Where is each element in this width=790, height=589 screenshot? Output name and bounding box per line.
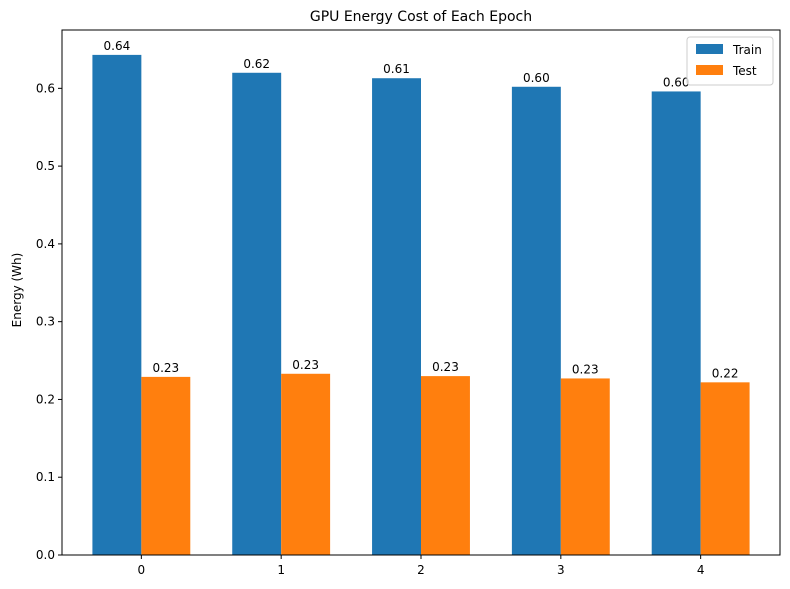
data-label-train-0: 0.64 (104, 39, 131, 53)
y-tick-label: 0.5 (36, 159, 55, 173)
bar-test-0 (141, 376, 191, 555)
bar-test-2 (421, 376, 470, 555)
legend: Train Test (686, 36, 774, 86)
y-tick-label: 0.3 (36, 315, 55, 329)
bar-test-4 (700, 382, 750, 555)
data-label-train-1: 0.62 (243, 57, 270, 71)
data-label-test-2: 0.23 (432, 360, 459, 374)
data-label-train-3: 0.60 (523, 71, 550, 85)
y-tick-label: 0.1 (36, 470, 55, 484)
chart-title: GPU Energy Cost of Each Epoch (310, 9, 532, 25)
y-tick-label: 0.0 (36, 548, 55, 562)
bar-train-3 (511, 86, 561, 556)
bars-group (92, 54, 750, 556)
plot-frame (61, 29, 781, 556)
x-axis: 0 1 2 3 4 (138, 555, 705, 577)
x-tick-label: 2 (417, 563, 425, 577)
bar-test-3 (560, 378, 610, 555)
data-label-train-4: 0.60 (663, 75, 690, 89)
y-tick-label: 0.6 (36, 81, 55, 95)
legend-swatch-train (696, 44, 723, 54)
x-tick-label: 1 (277, 563, 285, 577)
bar-train-4 (651, 91, 701, 555)
x-tick-label: 3 (557, 563, 565, 577)
y-axis-label: Energy (Wh) (10, 253, 24, 328)
y-tick-label: 0.2 (36, 392, 55, 406)
bar-test-1 (281, 373, 331, 555)
data-label-test-3: 0.23 (572, 362, 599, 376)
data-label-train-2: 0.61 (383, 62, 410, 76)
y-axis: 0.0 0.1 0.2 0.3 0.4 0.5 0.6 (36, 81, 62, 562)
legend-label-test: Test (732, 64, 757, 78)
bar-train-2 (372, 78, 421, 555)
data-label-test-1: 0.23 (292, 358, 319, 372)
data-label-test-0: 0.23 (152, 361, 179, 375)
legend-swatch-test (696, 65, 723, 75)
data-labels-group: 0.64 0.62 0.61 0.60 0.60 0.23 0.23 0.23 0.23 0.22 (104, 39, 739, 380)
x-tick-label: 4 (697, 563, 705, 577)
bar-train-1 (232, 72, 282, 556)
data-label-test-4: 0.22 (712, 366, 739, 380)
bar-train-0 (92, 54, 142, 556)
x-tick-label: 0 (138, 563, 146, 577)
y-tick-label: 0.4 (36, 237, 55, 251)
legend-label-train: Train (732, 43, 762, 57)
